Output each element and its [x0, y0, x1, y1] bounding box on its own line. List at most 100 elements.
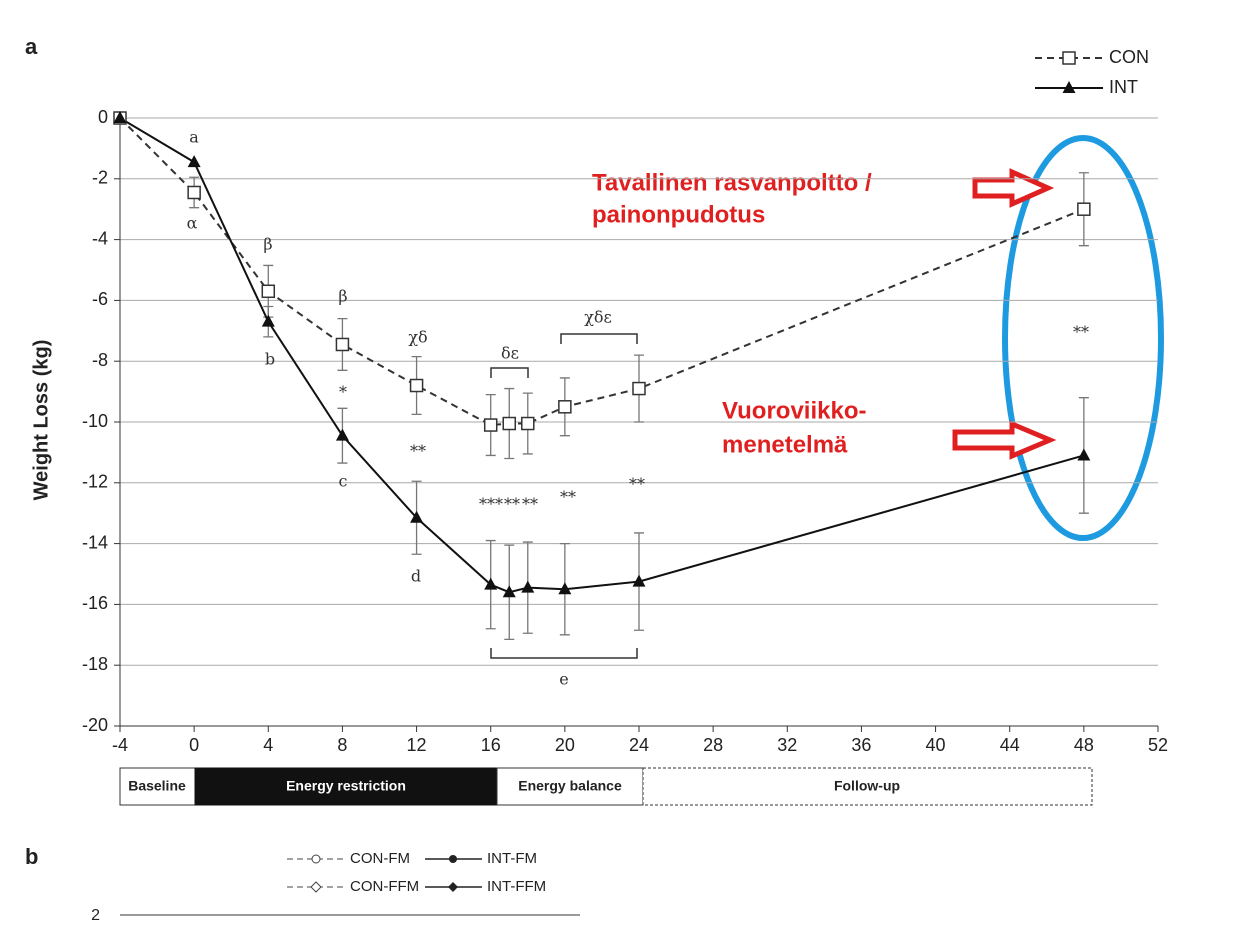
callouts: Tavallinen rasvanpoltto / painonpudotus … — [592, 169, 872, 458]
callout: painonpudotus — [592, 201, 765, 228]
arrow — [952, 420, 1057, 460]
y-tick-label: 0 — [98, 107, 108, 127]
marker — [261, 284, 276, 299]
y-tick-label: -12 — [82, 472, 108, 492]
annotation: β — [338, 287, 347, 306]
x-tick-label: 20 — [555, 735, 575, 755]
annotation: * — [339, 383, 347, 402]
x-tick-label: 44 — [1000, 735, 1020, 755]
annotation: *** — [479, 495, 503, 514]
annotation: χδε — [584, 308, 612, 327]
phase-box — [496, 767, 644, 806]
annotation: e — [559, 670, 568, 689]
marker — [261, 314, 275, 327]
x-tick-label: 24 — [629, 735, 649, 755]
annotation: α — [187, 214, 198, 233]
legend-marker — [311, 854, 321, 864]
legend-marker — [448, 882, 458, 892]
marker — [409, 378, 424, 393]
marker — [502, 416, 516, 431]
y-tick-label: -20 — [82, 715, 108, 735]
x-tick-label: 52 — [1148, 735, 1168, 755]
x-tick-label: 28 — [703, 735, 723, 755]
marker — [484, 577, 498, 590]
y-tick-label: -18 — [82, 654, 108, 674]
bracket — [560, 333, 638, 344]
y-tick-label: -6 — [92, 289, 108, 309]
marker — [632, 574, 646, 587]
marker — [632, 381, 646, 396]
marker — [187, 155, 201, 168]
annotation: ** — [1073, 323, 1089, 342]
annotation: β — [263, 235, 272, 254]
marker — [187, 185, 201, 200]
annotation: ** — [504, 495, 520, 514]
x-tick-label: 36 — [851, 735, 871, 755]
y-tick-label: -8 — [92, 350, 108, 370]
bracket — [490, 367, 529, 378]
x-tick-label: 4 — [263, 735, 273, 755]
series-line — [119, 117, 1085, 427]
annotation: d — [411, 567, 421, 586]
marker — [335, 337, 350, 352]
callout: Vuoroviikko- — [722, 397, 866, 424]
y-tick-label: -10 — [82, 411, 108, 431]
marker — [521, 580, 535, 593]
panel-label: a — [25, 34, 38, 59]
x-tick-label: -4 — [112, 735, 128, 755]
phase-label: Follow-up — [834, 778, 900, 794]
x-tick-label: 8 — [337, 735, 347, 755]
legend-label: INT-FM — [487, 850, 537, 867]
legend-label: INT — [1109, 77, 1138, 97]
highlight-ellipse — [1002, 135, 1164, 541]
annotation: ** — [522, 495, 538, 514]
marker — [1077, 448, 1091, 461]
legend-marker — [310, 881, 322, 893]
y-axis-label: Weight Loss (kg) — [30, 340, 52, 501]
marker — [558, 400, 572, 414]
legend-label: CON — [1109, 47, 1149, 67]
marker — [521, 416, 535, 431]
bracket — [490, 648, 638, 659]
phase-label: Energy restriction — [286, 778, 406, 794]
annotation: δε — [501, 344, 519, 363]
phase-label: Baseline — [128, 778, 186, 794]
marker — [483, 418, 498, 432]
marker — [335, 428, 349, 441]
legend-label: INT-FFM — [487, 878, 546, 895]
annotation: c — [339, 472, 348, 491]
phase-box — [119, 767, 196, 806]
marker — [502, 585, 516, 598]
annotation: ** — [560, 488, 576, 507]
legend-marker — [1062, 81, 1076, 93]
annotation: ** — [410, 442, 426, 461]
legend-marker — [449, 855, 457, 863]
callout: menetelmä — [722, 431, 848, 458]
phase-box — [642, 767, 1093, 806]
phase-box — [194, 767, 498, 806]
y-tick-label: -16 — [82, 593, 108, 613]
marker — [1077, 202, 1091, 216]
panel-label: b — [25, 844, 38, 869]
legend-label: CON-FFM — [350, 878, 419, 895]
y-tick-label: -2 — [92, 168, 108, 188]
callout: Tavallinen rasvanpoltto / — [592, 169, 872, 196]
annotation: b — [265, 350, 275, 369]
x-tick-label: 12 — [407, 735, 427, 755]
x-tick-label: 40 — [926, 735, 946, 755]
x-tick-label: 48 — [1074, 735, 1094, 755]
y-tick-label: -14 — [82, 532, 108, 552]
annotation: a — [189, 128, 199, 147]
x-tick-label: 32 — [777, 735, 797, 755]
legend-marker — [1062, 51, 1076, 65]
marker — [113, 111, 127, 123]
marker — [558, 582, 572, 595]
y-tick-label: 2 — [91, 907, 100, 924]
legend-label: CON-FM — [350, 850, 410, 867]
x-tick-label: 16 — [481, 735, 501, 755]
marker — [410, 510, 424, 523]
annotation: χδ — [408, 328, 427, 347]
x-tick-label: 0 — [189, 735, 199, 755]
phase-label: Energy balance — [518, 778, 622, 794]
